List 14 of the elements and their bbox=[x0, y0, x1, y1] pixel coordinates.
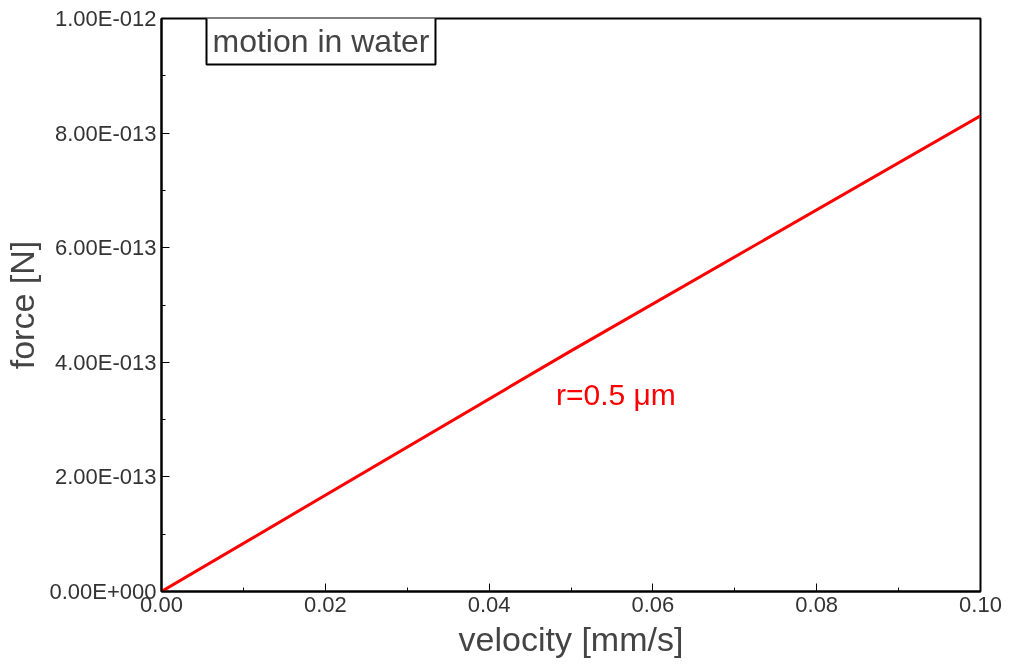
y-tick-label: 6.00E-013 bbox=[54, 235, 157, 261]
y-tick-label: 8.00E-013 bbox=[54, 120, 157, 146]
y-axis-title: force [N] bbox=[3, 240, 42, 370]
series-label: r=0.5 μm bbox=[556, 377, 676, 411]
y-tick-label: 2.00E-013 bbox=[54, 464, 157, 490]
x-tick-label: 0.08 bbox=[795, 591, 839, 617]
x-axis-title: velocity [mm/s] bbox=[458, 619, 684, 658]
annotation: motion in water bbox=[212, 22, 430, 59]
y-tick-label: 1.00E-012 bbox=[54, 6, 157, 31]
y-tick-label: 4.00E-013 bbox=[54, 349, 157, 375]
x-tick-label: 0.04 bbox=[467, 591, 511, 617]
x-tick-label: 0.06 bbox=[631, 591, 675, 617]
x-tick-label: 0.10 bbox=[959, 591, 1002, 617]
x-tick-label: 0.02 bbox=[303, 591, 347, 617]
